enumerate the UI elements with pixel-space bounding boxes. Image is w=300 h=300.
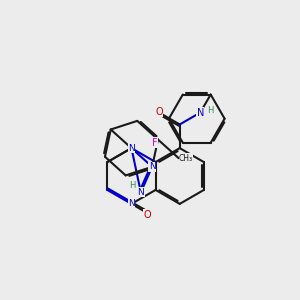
Text: H: H	[130, 181, 136, 190]
Text: N: N	[128, 200, 135, 208]
Text: N: N	[128, 144, 135, 153]
Text: N: N	[149, 162, 155, 171]
Text: H: H	[207, 106, 214, 115]
Text: N: N	[137, 188, 144, 197]
Text: F: F	[152, 138, 158, 148]
Text: CH₃: CH₃	[179, 154, 193, 163]
Text: N: N	[196, 108, 204, 118]
Text: O: O	[155, 107, 163, 117]
Text: O: O	[143, 210, 151, 220]
